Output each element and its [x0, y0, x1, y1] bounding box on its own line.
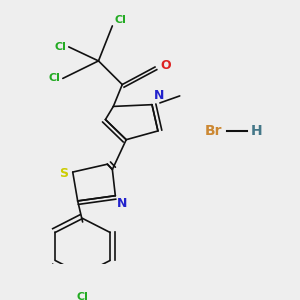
Text: Cl: Cl — [77, 292, 88, 300]
Text: O: O — [160, 59, 170, 72]
Text: Br: Br — [205, 124, 222, 138]
Text: N: N — [154, 89, 164, 102]
Text: H: H — [251, 124, 263, 138]
Text: N: N — [117, 197, 128, 211]
Text: Cl: Cl — [114, 15, 126, 25]
Text: Cl: Cl — [49, 74, 61, 83]
Text: S: S — [59, 167, 68, 180]
Text: Cl: Cl — [55, 42, 67, 52]
